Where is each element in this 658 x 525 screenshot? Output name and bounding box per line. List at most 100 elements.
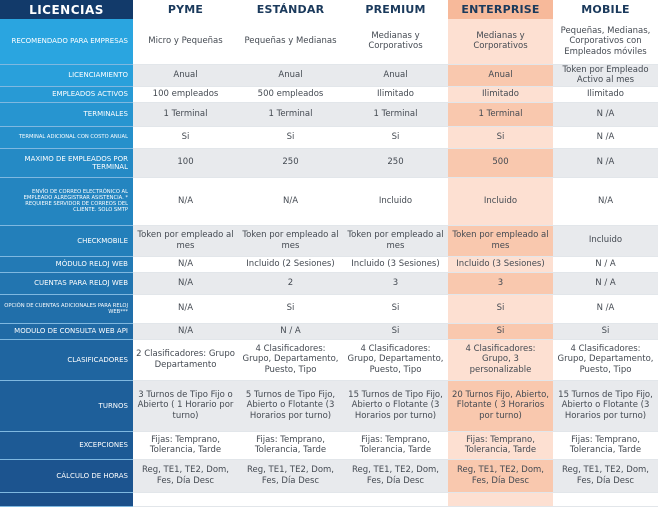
- feature-label: TURNOS: [0, 380, 133, 432]
- feature-value: 15 Turnos de Tipo Fijo, Abierto o Flotan…: [553, 380, 658, 432]
- feature-value: Incluido (3 Sesiones): [448, 256, 553, 273]
- feature-value: Fijas: Temprano, Tolerancia, Tarde: [553, 431, 658, 460]
- feature-value: 100 empleados: [133, 86, 238, 103]
- feature-value: 3 Turnos de Tipo Fijo o Abierto ( 1 Hora…: [133, 380, 238, 432]
- feature-value: Si: [553, 323, 658, 340]
- feature-value: [133, 492, 238, 507]
- feature-value: Pequeñas, Medianas, Corporativos con Emp…: [553, 19, 658, 65]
- feature-value: 4 Clasificadores: Grupo, 3 personalizabl…: [448, 339, 553, 381]
- feature-label: MODULO DE CONSULTA WEB API: [0, 323, 133, 340]
- feature-value: [343, 492, 448, 507]
- feature-value: Fijas: Temprano, Tolerancia, Tarde: [448, 431, 553, 460]
- plan-header-enterprise: ENTERPRISE: [448, 0, 553, 19]
- feature-value: Token por Empleado Activo al mes: [553, 64, 658, 87]
- feature-value: N/A: [133, 272, 238, 295]
- feature-rows: RECOMENDADO PARA EMPRESAS Micro y Pequeña…: [0, 19, 658, 507]
- feature-value: 4 Clasificadores: Grupo, Departamento, P…: [238, 339, 343, 381]
- feature-value: Si: [343, 126, 448, 149]
- feature-value: Reg, TE1, TE2, Dom, Fes, Día Desc: [343, 459, 448, 493]
- table-row: EMPLEADOS ACTIVOS 100 empleados 500 emplea…: [0, 86, 658, 103]
- feature-value: N/A: [238, 177, 343, 226]
- table-row: CÁLCULO DE HORAS Reg, TE1, TE2, Dom, Fes,…: [0, 459, 658, 493]
- feature-value: Anual: [343, 64, 448, 87]
- feature-value: 1 Terminal: [238, 102, 343, 127]
- feature-value: Fijas: Temprano, Tolerancia, Tarde: [238, 431, 343, 460]
- feature-value: Fijas: Temprano, Tolerancia, Tarde: [133, 431, 238, 460]
- feature-value: N /A: [553, 294, 658, 324]
- table-row: EXCEPCIONES Fijas: Temprano, Tolerancia, …: [0, 431, 658, 460]
- feature-label: TERMINAL ADICIONAL CON COSTO ANUAL: [0, 126, 133, 149]
- table-row: TERMINAL ADICIONAL CON COSTO ANUAL Si Si Si…: [0, 126, 658, 149]
- feature-value: Si: [448, 126, 553, 149]
- table-row: LICENCIAMIENTO Anual Anual Anual Anual Token …: [0, 64, 658, 87]
- feature-label: TERMINALES: [0, 102, 133, 127]
- feature-value: Medianas y Corporativos: [448, 19, 553, 65]
- feature-value: N/A: [553, 177, 658, 226]
- table-row: CHECKMOBILE Token por empleado al mes Toke…: [0, 225, 658, 257]
- feature-value: N / A: [238, 323, 343, 340]
- feature-value: 250: [343, 148, 448, 178]
- plan-header-premium: PREMIUM: [343, 0, 448, 19]
- feature-label: LICENCIAMIENTO: [0, 64, 133, 87]
- feature-value: Token por empleado al mes: [343, 225, 448, 257]
- feature-value: Si: [343, 323, 448, 340]
- feature-label: MAXIMO DE EMPLEADOS POR TERMINAL: [0, 148, 133, 178]
- feature-value: Si: [238, 294, 343, 324]
- feature-value: Micro y Pequeñas: [133, 19, 238, 65]
- table-row: ENVÍO DE CORREO ELECTRÓNICO AL EMPLEADO …: [0, 177, 658, 226]
- table-row: OPCIÓN DE CUENTAS ADICIONALES PARA RELOJ…: [0, 294, 658, 324]
- feature-label: ENVÍO DE CORREO ELECTRÓNICO AL EMPLEADO …: [0, 177, 133, 226]
- feature-value: 3: [343, 272, 448, 295]
- feature-value: Anual: [133, 64, 238, 87]
- feature-value: Incluido (3 Sesiones): [343, 256, 448, 273]
- table-row: MÓDULO RELOJ WEB N/A Incluido (2 Sesiones)…: [0, 256, 658, 273]
- feature-value: N/A: [133, 177, 238, 226]
- feature-value: Token por empleado al mes: [448, 225, 553, 257]
- feature-value: Anual: [238, 64, 343, 87]
- feature-value: N / A: [553, 256, 658, 273]
- feature-value: N / A: [553, 272, 658, 295]
- feature-value: Reg, TE1, TE2, Dom, Fes, Día Desc: [553, 459, 658, 493]
- header-row: LICENCIAS PYME ESTÁNDAR PREMIUM ENTERPRI…: [0, 0, 658, 19]
- feature-value: 2: [238, 272, 343, 295]
- feature-value: N/A: [133, 256, 238, 273]
- feature-value: Incluido: [553, 225, 658, 257]
- feature-value: 5 Turnos de Tipo Fijo, Abierto o Flotant…: [238, 380, 343, 432]
- feature-value: 1 Terminal: [448, 102, 553, 127]
- feature-value: 20 Turnos Fijo, Abierto, Flotante ( 3 Ho…: [448, 380, 553, 432]
- feature-value: Si: [448, 323, 553, 340]
- feature-value: N /A: [553, 126, 658, 149]
- feature-value: Pequeñas y Medianas: [238, 19, 343, 65]
- feature-value: 2 Clasificadores: Grupo Departamento: [133, 339, 238, 381]
- feature-value: Incluido (2 Sesiones): [238, 256, 343, 273]
- plan-header-pyme: PYME: [133, 0, 238, 19]
- table-row: MAXIMO DE EMPLEADOS POR TERMINAL 100 250 25…: [0, 148, 658, 178]
- feature-value: Si: [238, 126, 343, 149]
- licencias-table: LICENCIAS PYME ESTÁNDAR PREMIUM ENTERPRI…: [0, 0, 658, 507]
- feature-value: Si: [343, 294, 448, 324]
- feature-value: Token por empleado al mes: [238, 225, 343, 257]
- feature-label: EXCEPCIONES: [0, 431, 133, 460]
- table-row: MODULO DE CONSULTA WEB API N/A N / A Si Si Si: [0, 323, 658, 340]
- feature-value: 1 Terminal: [133, 102, 238, 127]
- feature-value: Reg, TE1, TE2, Dom, Fes, Día Desc: [133, 459, 238, 493]
- feature-value: Reg, TE1, TE2, Dom, Fes, Día Desc: [448, 459, 553, 493]
- table-row: CLASIFICADORES 2 Clasificadores: Grupo De…: [0, 339, 658, 381]
- table-row: TURNOS 3 Turnos de Tipo Fijo o Abierto ( …: [0, 380, 658, 432]
- table-row: [0, 492, 658, 507]
- feature-label: [0, 492, 133, 507]
- table-row: CUENTAS PARA RELOJ WEB N/A 2 3 3 N / A: [0, 272, 658, 295]
- feature-value: 500: [448, 148, 553, 178]
- feature-label: MÓDULO RELOJ WEB: [0, 256, 133, 273]
- feature-value: Fijas: Temprano, Tolerancia, Tarde: [343, 431, 448, 460]
- feature-value: Ilimitado: [448, 86, 553, 103]
- feature-value: 3: [448, 272, 553, 295]
- feature-value: 500 empleados: [238, 86, 343, 103]
- feature-value: N /A: [553, 148, 658, 178]
- feature-value: 15 Turnos de Tipo Fijo, Abierto o Flotan…: [343, 380, 448, 432]
- feature-value: N/A: [133, 323, 238, 340]
- feature-value: Anual: [448, 64, 553, 87]
- feature-value: Ilimitado: [343, 86, 448, 103]
- feature-value: [448, 492, 553, 507]
